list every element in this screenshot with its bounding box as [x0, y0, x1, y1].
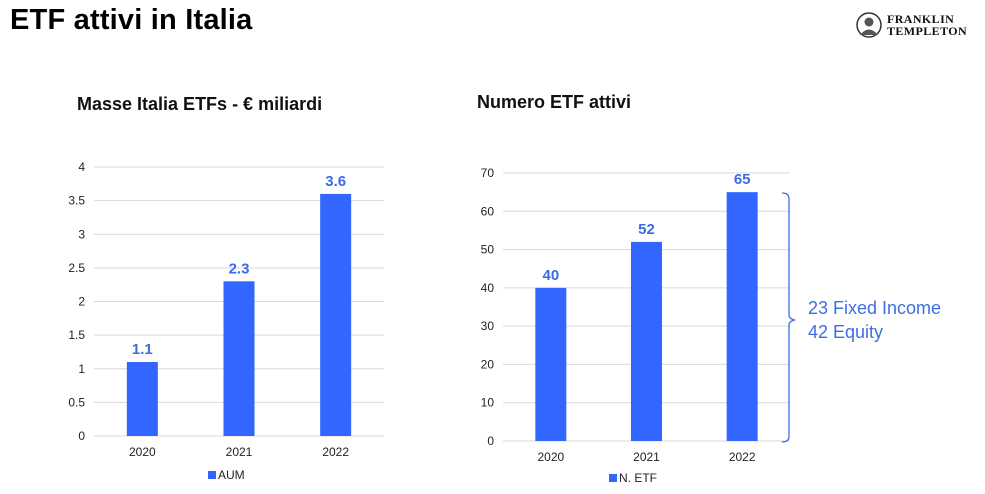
fixed-income-count: 23 Fixed Income: [808, 298, 942, 318]
logo-wordmark: FRANKLIN TEMPLETON: [887, 13, 967, 37]
bar: [726, 192, 758, 441]
x-tick-label: 2021: [633, 450, 660, 464]
y-tick-label: 70: [481, 166, 495, 180]
data-label: 2.3: [229, 260, 250, 277]
y-tick-label: 60: [481, 204, 495, 218]
legend-label: AUM: [218, 468, 245, 482]
data-label: 65: [734, 171, 751, 188]
data-label: 3.6: [325, 173, 346, 190]
bar: [126, 362, 158, 436]
data-label: 1.1: [132, 341, 153, 358]
y-tick-label: 0: [78, 429, 85, 443]
equity-count: 42 Equity: [808, 322, 884, 342]
bar: [631, 241, 662, 441]
logo-line-1: FRANKLIN: [887, 12, 955, 26]
data-label: 40: [542, 267, 559, 284]
franklin-templeton-logo: FRANKLIN TEMPLETON: [855, 11, 967, 39]
y-tick-label: 3: [78, 227, 85, 241]
portrait-seal-icon: [856, 12, 882, 38]
y-tick-label: 10: [481, 396, 495, 410]
aum-chart-title: Masse Italia ETFs - € miliardi: [77, 94, 323, 114]
etf-count-chart-title: Numero ETF attivi: [477, 92, 632, 112]
etf-breakdown-annotation: 23 Fixed Income 42 Equity: [808, 296, 941, 344]
legend-label: N. ETF: [619, 471, 657, 485]
x-tick-label: 2021: [226, 445, 253, 459]
x-tick-label: 2020: [129, 445, 156, 459]
legend-swatch: [609, 474, 617, 482]
y-tick-label: 20: [481, 357, 495, 371]
data-label: 52: [638, 221, 655, 238]
y-tick-label: 30: [481, 319, 495, 333]
legend-swatch: [208, 471, 216, 479]
y-tick-label: 0.5: [68, 395, 85, 409]
x-tick-label: 2022: [729, 450, 756, 464]
y-tick-label: 2: [78, 295, 85, 309]
bar: [223, 281, 255, 436]
bar: [320, 193, 352, 436]
y-tick-label: 0: [487, 434, 494, 448]
curly-bracket: [781, 192, 796, 443]
logo-line-2: TEMPLETON: [887, 24, 968, 38]
y-tick-label: 1.5: [68, 328, 85, 342]
y-tick-label: 2.5: [68, 261, 85, 275]
bar: [535, 287, 567, 441]
x-tick-label: 2020: [537, 450, 564, 464]
y-tick-label: 4: [78, 160, 85, 174]
page-title: ETF attivi in Italia: [10, 4, 253, 36]
y-tick-label: 40: [481, 281, 495, 295]
y-tick-label: 1: [78, 362, 85, 376]
y-tick-label: 3.5: [68, 194, 85, 208]
y-tick-label: 50: [481, 243, 495, 257]
x-tick-label: 2022: [322, 445, 349, 459]
